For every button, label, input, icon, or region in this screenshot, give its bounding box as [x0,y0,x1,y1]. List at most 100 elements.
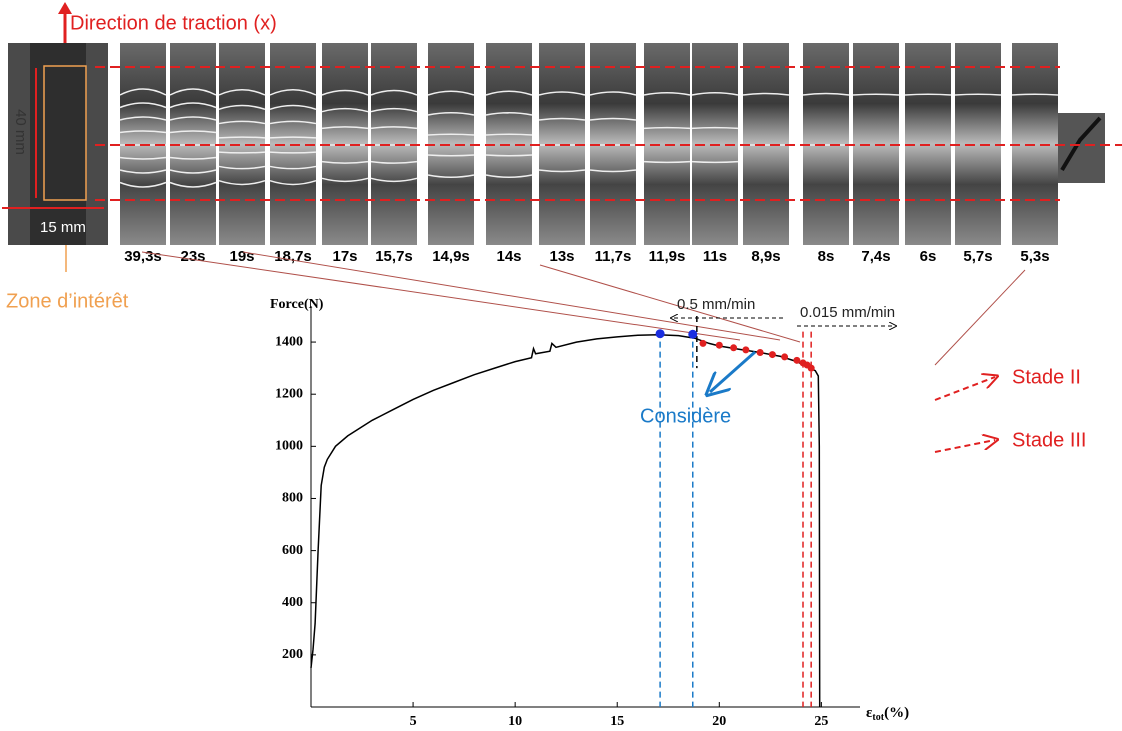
y-tick-label: 1200 [275,386,303,401]
frame-label: 23s [180,248,205,265]
fringe [370,89,418,96]
frame-label: 11,7s [595,248,632,265]
data-point [742,346,750,354]
width-label: 15 mm [40,219,86,236]
fringe [269,180,317,186]
fringe [370,177,418,183]
dic-frame [743,43,789,245]
fringe [427,133,475,136]
fringe [691,126,739,130]
stade-arrow [934,440,995,453]
y-axis-label: Force(N) [270,297,324,312]
fringe [119,169,167,174]
fringe [538,117,586,121]
rate-label: 0.015 mm/min [800,304,895,321]
data-point [715,341,723,349]
y-tick-label: 1000 [275,439,303,454]
data-point [730,344,738,352]
x-tick-label: 20 [712,714,726,729]
fringe [119,156,167,160]
data-point [807,364,815,372]
y-tick-label: 1400 [275,334,303,349]
frame-label: 19s [229,248,254,265]
fringe [538,169,586,173]
rate-label: 0.5 mm/min [677,296,755,313]
stade-arrow [934,377,995,401]
fringe [321,177,369,183]
frame-label: 8,9s [751,248,780,265]
fringe [691,92,739,96]
fringe [218,120,266,125]
fringe [269,151,317,154]
dic-frame [428,43,474,245]
fringe [119,130,167,134]
fringe [321,107,369,113]
data-point [688,329,698,339]
x-axis-label: εtot(%) [866,705,909,723]
considere-arrow [710,350,756,392]
frame-label: 14,9s [432,248,470,265]
fringe [370,160,418,164]
fracture-image [1057,113,1105,183]
link-line [934,269,1026,366]
fringe [427,174,475,178]
fringe [643,160,691,164]
length-label: 40 mm [12,109,29,155]
fringe [169,116,217,121]
fringe [218,165,266,170]
fringe [169,102,217,109]
fringe [485,154,533,157]
fringe [119,102,167,109]
x-tick-label: 15 [610,714,624,729]
fringe [904,93,952,96]
data-point [699,339,707,347]
frame-label: 11s [703,248,727,265]
x-tick-label: 25 [814,714,828,729]
fringe [218,136,266,139]
fringe [589,169,637,173]
considere-label: Considère [640,405,731,427]
frame-label: 8s [818,248,835,265]
frame-label: 7,4s [861,248,890,265]
fringe [119,181,167,188]
fringe [427,112,475,116]
fringe [218,151,266,154]
fringe [269,104,317,110]
data-point [793,356,801,364]
fringe [218,89,266,96]
fringe [269,165,317,170]
data-point [756,348,764,356]
fringe [427,154,475,157]
stade-label: Stade III [1012,429,1087,451]
frame-label: 6s [920,248,937,265]
frame-label: 11,9s [649,248,686,265]
fringe [691,160,739,164]
fringe [321,126,369,130]
fringe [169,130,217,134]
fringe [321,160,369,164]
link-line [539,264,801,343]
fringe [269,89,317,96]
fringe [643,92,691,96]
specimen-body [30,43,86,245]
crack [1060,116,1102,172]
fringe [589,91,637,96]
fringe [589,117,637,121]
link-line [141,251,741,341]
y-tick-label: 400 [282,595,303,610]
x-tick-label: 10 [508,714,522,729]
fringe [218,180,266,186]
x-label-symbol: ε [866,705,873,721]
x-label-unit: (%) [884,705,909,721]
fringe [643,126,691,130]
y-tick-label: 800 [282,491,303,506]
data-point [781,353,789,361]
fringe [119,116,167,121]
fringe [485,174,533,178]
fringe [169,88,217,96]
force-curve [310,334,821,708]
data-point [655,329,665,339]
frame-label: 15,7s [375,248,413,265]
fringe [802,92,850,96]
